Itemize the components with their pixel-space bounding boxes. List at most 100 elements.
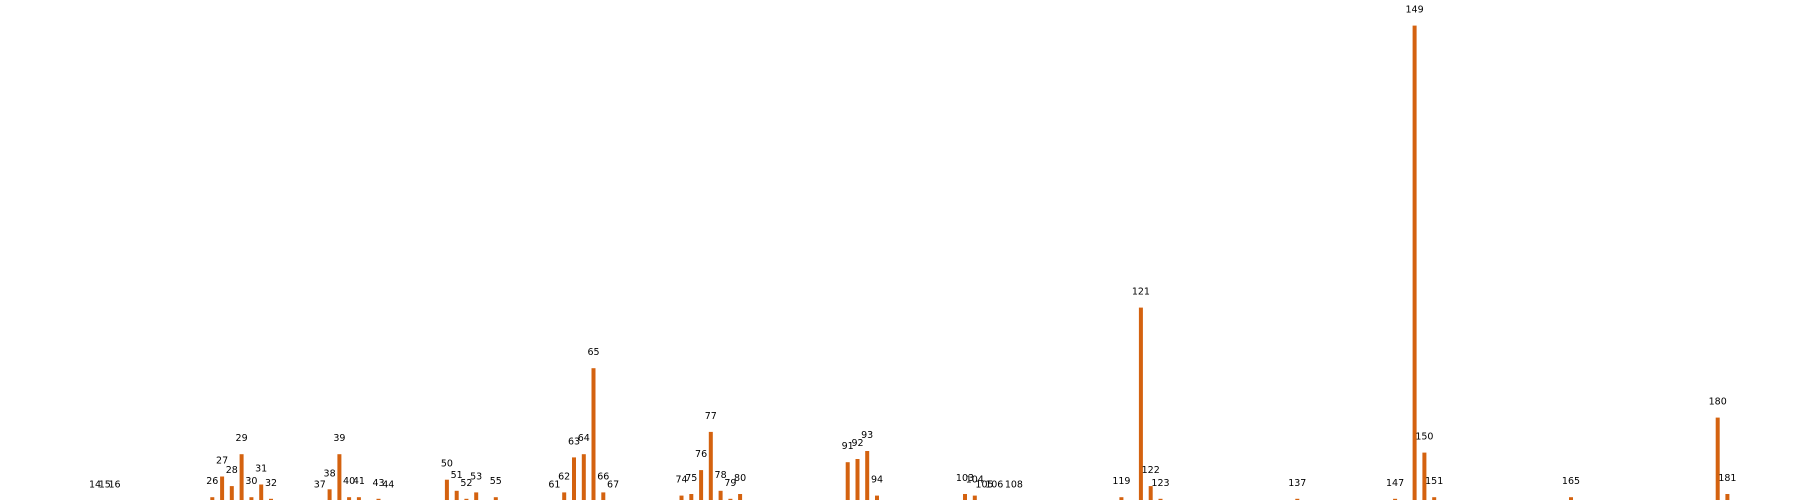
bar-label-37: 37 [314, 479, 326, 490]
bar-label-123: 123 [1151, 478, 1169, 489]
bar-label-121: 121 [1132, 287, 1150, 298]
bar-181 [1725, 494, 1730, 500]
bar-label-31: 31 [255, 464, 267, 475]
bar-103 [963, 494, 967, 500]
bar-121 [1138, 307, 1143, 500]
bar-26 [210, 497, 215, 500]
bar-label-62: 62 [558, 471, 570, 482]
bar-label-65: 65 [587, 347, 599, 358]
bar-label-75: 75 [685, 473, 697, 484]
bar-64 [581, 454, 586, 500]
bar-label-32: 32 [265, 478, 277, 489]
bar-label-103: 103 [956, 473, 974, 484]
bar-104 [972, 495, 977, 500]
bar-50 [444, 479, 449, 500]
bar-180 [1715, 417, 1720, 500]
bar-label-76: 76 [695, 449, 707, 460]
bar-38 [327, 489, 332, 500]
bar-123 [1158, 498, 1163, 500]
bar-65 [591, 368, 596, 500]
bar-30 [249, 497, 254, 500]
bar-label-106: 106 [985, 479, 1003, 490]
bar-label-180: 180 [1709, 397, 1727, 408]
bar-label-26: 26 [206, 476, 218, 487]
bar-31 [259, 484, 264, 500]
bar-150 [1422, 452, 1427, 500]
bar-94 [875, 495, 879, 500]
bar-label-92: 92 [851, 438, 863, 449]
bar-label-104: 104 [966, 475, 984, 486]
bar-label-137: 137 [1288, 478, 1306, 489]
bar-137 [1295, 498, 1300, 500]
bar-66 [601, 492, 606, 500]
bar-label-38: 38 [324, 468, 336, 479]
bar-label-79: 79 [724, 478, 736, 489]
bar-41 [356, 497, 361, 500]
bar-label-16: 16 [108, 479, 120, 490]
bar-63 [572, 457, 576, 500]
bar-label-43: 43 [372, 478, 384, 489]
bar-label-63: 63 [568, 436, 580, 447]
bar-label-78: 78 [715, 470, 727, 481]
bar-label-41: 41 [353, 476, 365, 487]
bar-53 [474, 492, 479, 500]
bar-label-30: 30 [245, 476, 257, 487]
bar-label-93: 93 [861, 430, 873, 441]
bar-label-55: 55 [490, 476, 502, 487]
bar-79 [728, 498, 733, 500]
bar-label-50: 50 [441, 459, 453, 470]
bar-label-61: 61 [548, 479, 560, 490]
bar-label-67: 67 [607, 479, 619, 490]
bar-label-66: 66 [597, 471, 609, 482]
bar-151 [1432, 497, 1437, 500]
bar-label-94: 94 [871, 475, 883, 486]
bar-label-44: 44 [382, 479, 394, 490]
bar-label-122: 122 [1142, 465, 1160, 476]
bar-76 [699, 470, 704, 500]
bar-series [210, 25, 1730, 500]
bar-label-151: 151 [1425, 476, 1443, 487]
bar-label-91: 91 [842, 441, 854, 452]
bar-label-165: 165 [1562, 476, 1580, 487]
bar-label-74: 74 [675, 475, 687, 486]
bar-39 [337, 454, 342, 500]
bar-27 [220, 476, 225, 500]
bar-label-52: 52 [460, 478, 472, 489]
bar-149 [1412, 25, 1417, 500]
bar-77 [708, 431, 713, 500]
bar-label-40: 40 [343, 476, 355, 487]
bar-93 [865, 451, 870, 500]
bar-label-181: 181 [1718, 473, 1736, 484]
bar-label-51: 51 [451, 470, 463, 481]
bar-label-77: 77 [705, 411, 717, 422]
bar-78 [718, 490, 723, 500]
bar-55 [493, 497, 498, 500]
bar-92 [855, 459, 860, 500]
bar-74 [679, 495, 684, 500]
bar-32 [269, 498, 273, 500]
bar-label-80: 80 [734, 473, 746, 484]
bar-label-149: 149 [1406, 5, 1424, 16]
bar-label-29: 29 [236, 433, 248, 444]
bar-62 [562, 492, 567, 500]
bar-165 [1569, 497, 1573, 500]
bar-122 [1148, 486, 1153, 500]
bar-80 [738, 494, 743, 500]
bar-label-15: 15 [99, 479, 111, 490]
bar-label-150: 150 [1415, 432, 1433, 443]
bar-label-27: 27 [216, 456, 228, 467]
bar-label-147: 147 [1386, 478, 1404, 489]
bar-label-14: 14 [89, 479, 101, 490]
bar-147 [1393, 498, 1398, 500]
bar-40 [347, 497, 352, 500]
bar-43 [376, 498, 381, 500]
bar-91 [845, 462, 850, 500]
bar-29 [239, 454, 244, 500]
bar-label-53: 53 [470, 471, 482, 482]
bar-label-108: 108 [1005, 479, 1023, 490]
bar-label-105: 105 [975, 479, 993, 490]
bar-label-64: 64 [578, 433, 590, 444]
bar-51 [454, 490, 459, 500]
